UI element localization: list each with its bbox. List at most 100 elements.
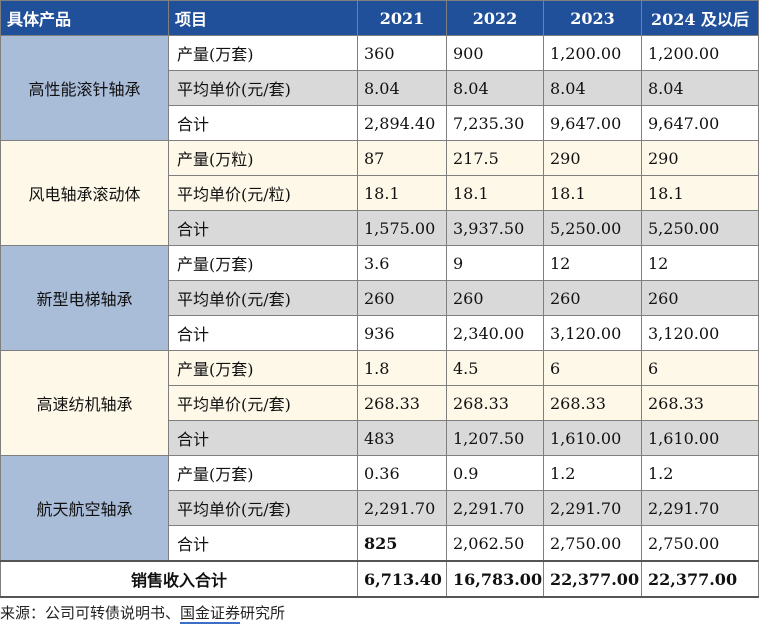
cell-value: 1.2 (641, 455, 759, 491)
row-label: 产量(万套) (168, 245, 358, 281)
table-row: 平均单价(元/粒) 18.1 18.1 18.1 18.1 (1, 175, 759, 211)
row-label: 产量(万套) (168, 455, 358, 491)
table-row: 高速纺机轴承 产量(万套) 1.8 4.5 6 6 (0, 350, 759, 456)
cell-value: 18.1 (641, 175, 759, 211)
total-value: 22,377.00 (543, 560, 642, 598)
product-name: 航天航空轴承 (0, 455, 169, 562)
cell-value: 9,647.00 (641, 105, 759, 141)
table-header-row: 具体产品 项目 2021 2022 2023 2024 及以后 (0, 0, 759, 36)
cell-value: 2,291.70 (641, 490, 759, 526)
cell-value: 18.1 (446, 175, 544, 211)
cell-value: 3,120.00 (543, 315, 642, 351)
cell-value: 260 (543, 280, 642, 316)
cell-value: 268.33 (641, 385, 759, 421)
cell-value: 260 (357, 280, 447, 316)
cell-value: 0.9 (446, 455, 544, 491)
cell-value: 12 (543, 245, 642, 281)
product-name: 高速纺机轴承 (0, 350, 169, 456)
row-label: 产量(万粒) (168, 140, 358, 176)
cell-value: 12 (641, 245, 759, 281)
table-row: 平均单价(元/套) 268.33 268.33 268.33 268.33 (1, 385, 759, 421)
table-row: 平均单价(元/套) 8.04 8.04 8.04 8.04 (1, 70, 759, 106)
product-name: 风电轴承滚动体 (0, 140, 169, 246)
cell-value: 268.33 (446, 385, 544, 421)
header-year: 2023 (543, 0, 642, 36)
cell-value: 9,647.00 (543, 105, 642, 141)
cell-value: 268.33 (357, 385, 447, 421)
cell-value: 900 (446, 35, 544, 71)
cell-value: 4.5 (446, 350, 544, 386)
row-label: 合计 (168, 210, 358, 246)
cell-value: 7,235.30 (446, 105, 544, 141)
cell-value: 6 (641, 350, 759, 386)
table-row: 航天航空轴承 产量(万套) 0.36 0.9 1.2 1.2 (0, 455, 759, 562)
table-row: 合计 1,575.00 3,937.50 5,250.00 5,250.00 (1, 210, 759, 246)
cell-value: 8.04 (641, 70, 759, 106)
cell-value: 2,894.40 (357, 105, 447, 141)
cell-value: 0.36 (357, 455, 447, 491)
cell-value: 3,937.50 (446, 210, 544, 246)
table-row: 新型电梯轴承 产量(万套) 3.6 9 12 12 (0, 245, 759, 351)
table-row: 合计 2,894.40 7,235.30 9,647.00 9,647.00 (1, 105, 759, 141)
row-label: 平均单价(元/套) (168, 70, 358, 106)
cell-value: 936 (357, 315, 447, 351)
cell-value: 290 (543, 140, 642, 176)
total-label: 销售收入合计 (0, 560, 358, 598)
cell-value: 8.04 (543, 70, 642, 106)
cell-value: 2,750.00 (543, 525, 642, 562)
cell-value: 825 (357, 525, 447, 562)
cell-value: 8.04 (446, 70, 544, 106)
cell-value: 483 (357, 420, 447, 456)
row-label: 产量(万套) (168, 350, 358, 386)
header-product: 具体产品 (0, 0, 169, 36)
table-row: 高性能滚针轴承 产量(万套) 360 900 1,200.00 1,200.00 (0, 35, 759, 141)
cell-value: 2,340.00 (446, 315, 544, 351)
cell-value: 5,250.00 (543, 210, 642, 246)
cell-value: 1,575.00 (357, 210, 447, 246)
cell-value: 18.1 (543, 175, 642, 211)
cell-value: 2,750.00 (641, 525, 759, 562)
header-year: 2022 (446, 0, 544, 36)
cell-value: 2,291.70 (543, 490, 642, 526)
total-row: 销售收入合计 6,713.40 16,783.00 22,377.00 22,3… (0, 560, 759, 598)
cell-value: 87 (357, 140, 447, 176)
source-link[interactable]: 国金证券 (180, 604, 241, 624)
cell-value: 9 (446, 245, 544, 281)
row-label: 平均单价(元/套) (168, 490, 358, 526)
product-name: 高性能滚针轴承 (0, 35, 169, 141)
cell-value: 2,062.50 (446, 525, 544, 562)
table-row: 合计 936 2,340.00 3,120.00 3,120.00 (1, 315, 759, 351)
cell-value: 1,610.00 (543, 420, 642, 456)
cell-value: 360 (357, 35, 447, 71)
source-suffix: 研究所 (240, 604, 286, 622)
table-row: 合计 483 1,207.50 1,610.00 1,610.00 (1, 420, 759, 456)
cell-value: 1.8 (357, 350, 447, 386)
row-label: 平均单价(元/套) (168, 385, 358, 421)
total-value: 16,783.00 (446, 560, 544, 598)
cell-value: 8.04 (357, 70, 447, 106)
row-label: 合计 (168, 105, 358, 141)
table-row: 风电轴承滚动体 产量(万粒) 87 217.5 290 290 (0, 140, 759, 246)
cell-value: 260 (641, 280, 759, 316)
table-row: 合计 825 2,062.50 2,750.00 2,750.00 (1, 525, 759, 562)
row-label: 合计 (168, 525, 358, 562)
product-name: 新型电梯轴承 (0, 245, 169, 351)
header-year: 2024 及以后 (641, 0, 759, 36)
row-label: 平均单价(元/套) (168, 280, 358, 316)
cell-value: 268.33 (543, 385, 642, 421)
cell-value: 5,250.00 (641, 210, 759, 246)
source-note: 来源：公司可转债说明书、国金证券研究所 (0, 602, 286, 624)
cell-value: 3,120.00 (641, 315, 759, 351)
cell-value: 2,291.70 (446, 490, 544, 526)
total-value: 6,713.40 (357, 560, 447, 598)
row-label: 产量(万套) (168, 35, 358, 71)
cell-value: 1,610.00 (641, 420, 759, 456)
table-row: 平均单价(元/套) 2,291.70 2,291.70 2,291.70 2,2… (1, 490, 759, 526)
row-label: 平均单价(元/粒) (168, 175, 358, 211)
total-value: 22,377.00 (641, 560, 759, 598)
cell-value: 290 (641, 140, 759, 176)
table-row: 平均单价(元/套) 260 260 260 260 (1, 280, 759, 316)
cell-value: 260 (446, 280, 544, 316)
header-year: 2021 (357, 0, 447, 36)
header-item: 项目 (168, 0, 358, 36)
